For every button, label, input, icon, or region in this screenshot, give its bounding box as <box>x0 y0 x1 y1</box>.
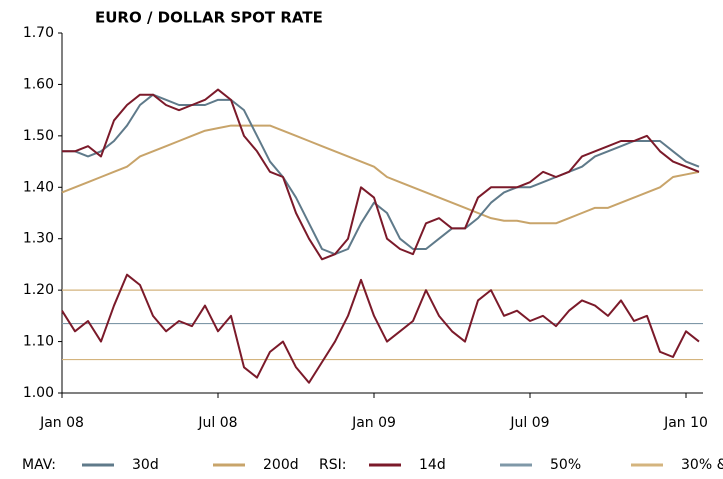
y-tick-label: 1.30 <box>23 231 54 247</box>
legend-group-label: MAV: <box>22 457 56 473</box>
x-tick-label: Jul 08 <box>197 415 237 431</box>
series-line <box>61 124 700 225</box>
y-tick-label: 1.00 <box>23 385 54 401</box>
x-tick-label: Jan 10 <box>663 415 708 431</box>
x-tick-label: Jul 09 <box>509 415 549 431</box>
y-tick-label: 1.40 <box>23 179 54 195</box>
x-tick-label: Jan 08 <box>39 415 84 431</box>
series-line <box>62 88 700 261</box>
y-tick-label: 1.20 <box>23 282 54 298</box>
legend-group-label: RSI: <box>319 457 346 473</box>
y-tick-label: 1.70 <box>23 25 54 41</box>
x-tick-label: Jan 09 <box>351 415 396 431</box>
y-tick-label: 1.60 <box>23 76 54 92</box>
legend-label: 30% & 70% <box>681 457 723 473</box>
legend-label: 14d <box>419 457 446 473</box>
series-line <box>61 273 700 384</box>
chart-title: EURO / DOLLAR SPOT RATE <box>95 9 323 27</box>
series-line <box>62 93 700 256</box>
legend-label: 50% <box>550 457 581 473</box>
y-tick-label: 1.50 <box>23 128 54 144</box>
legend-label: 30d <box>132 457 159 473</box>
y-tick-label: 1.10 <box>23 334 54 350</box>
legend-label: 200d <box>263 457 299 473</box>
